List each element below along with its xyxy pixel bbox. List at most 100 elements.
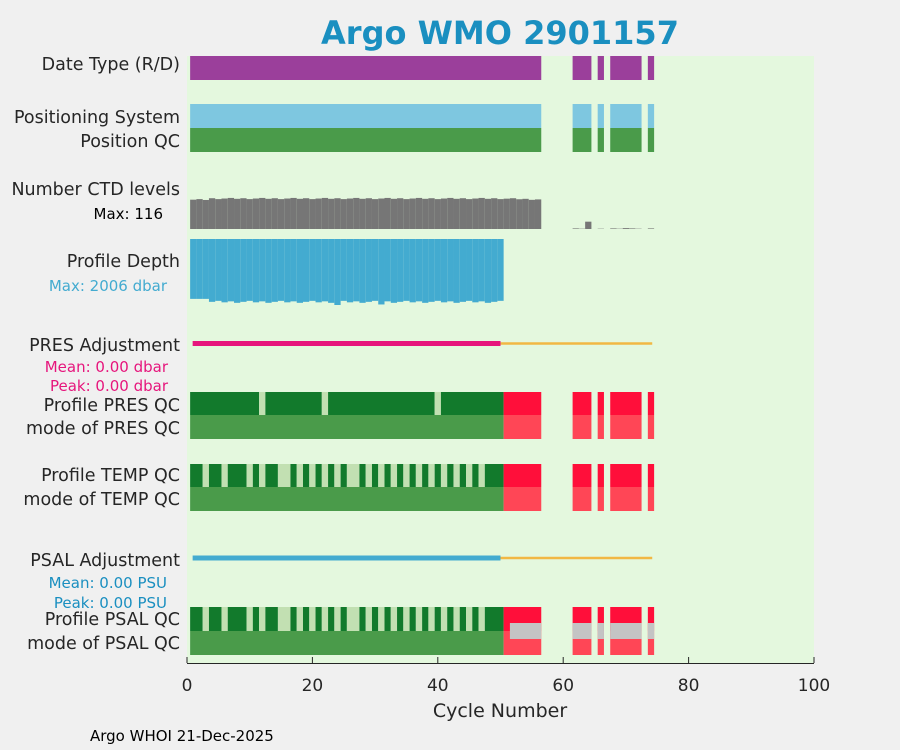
ctd-level-bar (246, 199, 253, 229)
ctd-level-bar (516, 199, 523, 229)
ctd-level-bar (277, 199, 285, 229)
profile-depth-bar (384, 239, 391, 302)
psal-gray-band (610, 623, 642, 639)
profile-psal-qc-bar (277, 607, 291, 631)
profile-temp-qc-bar (302, 464, 310, 487)
profile-pres-qc-bar (572, 392, 592, 415)
row-label-positioning-system: Positioning System (14, 108, 180, 128)
ctd-level-bar (610, 228, 617, 229)
profile-psal-qc-bar (208, 607, 222, 631)
profile-depth-bar (440, 239, 448, 303)
profile-depth-bar (447, 239, 454, 302)
profile-psal-qc-bar (597, 607, 604, 631)
profile-temp-qc-bar (346, 464, 360, 487)
row-label-mode-pres-qc: mode of PRES QC (26, 419, 180, 439)
ctd-level-bar (346, 198, 354, 229)
profile-psal-qc-bar (415, 607, 423, 631)
profile-temp-qc-bar (315, 464, 322, 487)
ctd-level-bar (252, 198, 260, 229)
ctd-level-bar (290, 197, 297, 229)
ctd-level-bar (221, 198, 228, 229)
ctd-level-bar (334, 198, 341, 229)
ctd-level-bar (359, 198, 366, 229)
profile-depth-bar (252, 239, 260, 303)
ctd-level-bar (415, 197, 423, 229)
profile-psal-qc-bar (227, 607, 247, 631)
profile-temp-qc-bar (296, 464, 303, 487)
date-type-bar (190, 56, 542, 80)
profile-temp-qc-bar (365, 464, 372, 487)
profile-psal-qc-bar (403, 607, 410, 631)
profile-pres-qc-bar (647, 392, 655, 415)
profile-depth-bar (290, 239, 297, 302)
mode-temp-qc-bar (503, 487, 542, 511)
profile-temp-qc-bar (610, 464, 642, 487)
ctd-level-bar (227, 197, 235, 229)
x-tick-label: 80 (678, 676, 700, 696)
psal-mean-note: Mean: 0.00 PSU (49, 574, 167, 592)
profile-depth-bar (478, 239, 485, 302)
profile-psal-qc-bar (459, 607, 467, 631)
profile-psal-qc-bar (334, 607, 341, 631)
ctd-level-bar (296, 198, 303, 229)
profile-temp-qc-bar (208, 464, 222, 487)
profile-pres-qc-bar (265, 392, 322, 415)
ctd-level-bar (534, 199, 542, 229)
ctd-level-bar (265, 198, 272, 229)
ctd-level-bar (478, 197, 485, 229)
profile-depth-bar (315, 239, 322, 303)
pres-peak-note: Peak: 0.00 dbar (50, 377, 169, 395)
row-label-psal-adjustment: PSAL Adjustment (30, 551, 180, 571)
profile-temp-qc-bar (340, 464, 347, 487)
ctd-level-bar (629, 228, 636, 229)
profile-depth-bar (196, 239, 203, 299)
profile-temp-qc-bar (334, 464, 341, 487)
profile-temp-qc-bar (290, 464, 297, 487)
profile-depth-bar (321, 239, 329, 302)
profile-temp-qc-bar (384, 464, 391, 487)
ctd-level-bar (315, 198, 322, 229)
profile-psal-qc-bar (346, 607, 360, 631)
profile-depth-bar (415, 239, 423, 302)
profile-temp-qc-bar (440, 464, 448, 487)
profile-depth-bar (472, 239, 479, 303)
profile-temp-qc-bar (466, 464, 473, 487)
profile-pres-qc-bar (610, 392, 642, 415)
row-label-profile-depth: Profile Depth (67, 252, 180, 272)
profile-temp-qc-bar (484, 464, 504, 487)
profile-temp-qc-bar (647, 464, 655, 487)
profile-psal-qc-bar (428, 607, 435, 631)
profile-temp-qc-bar (447, 464, 454, 487)
profile-depth-bar (422, 239, 429, 303)
ctd-level-bar (472, 198, 479, 229)
profile-pres-qc-bar (259, 392, 266, 415)
ctd-level-bar (371, 199, 379, 229)
date-type-bar (610, 56, 642, 80)
profile-depth-bar (484, 239, 492, 303)
profile-depth-bar (190, 239, 197, 299)
mode-pres-qc-bar (647, 415, 655, 439)
plot-area (187, 56, 814, 663)
psal-gray-band (572, 623, 592, 639)
ctd-level-bar (365, 198, 372, 229)
profile-psal-qc-bar (378, 607, 385, 631)
profile-psal-qc-bar (202, 607, 209, 631)
ctd-level-bar (390, 198, 398, 229)
profile-temp-qc-bar (422, 464, 429, 487)
mode-temp-qc-bar (647, 487, 655, 511)
ctd-level-bar (259, 197, 266, 229)
ctd-level-bar (196, 199, 203, 229)
profile-depth-bar (353, 239, 360, 302)
profile-psal-qc-bar (397, 607, 404, 631)
profile-temp-qc-bar (390, 464, 398, 487)
ctd-level-bar (497, 199, 504, 229)
ctd-level-bar (459, 198, 467, 229)
profile-psal-qc-bar (478, 607, 485, 631)
profile-temp-qc-bar (321, 464, 329, 487)
ctd-level-bar (572, 228, 579, 229)
profile-temp-qc-bar (434, 464, 441, 487)
profile-psal-qc-bar (472, 607, 479, 631)
ctd-level-bar (309, 199, 316, 229)
profile-depth-bar (271, 239, 278, 302)
profile-temp-qc-bar (572, 464, 592, 487)
